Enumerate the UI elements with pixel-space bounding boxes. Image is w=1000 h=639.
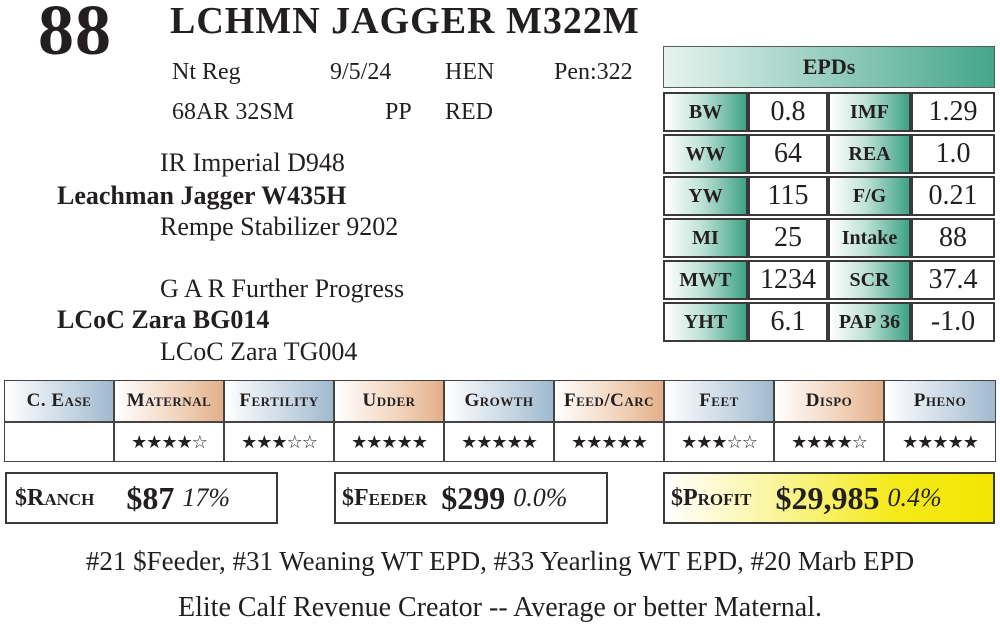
trait-stars-growth: ★★★★★ — [444, 422, 554, 462]
animal-name: LCHMN JAGGER M322M — [170, 0, 640, 42]
ranch-label: $Ranch — [15, 484, 95, 511]
epd-value-yht: 6.1 — [748, 302, 828, 342]
epd-value-yw: 115 — [748, 176, 828, 216]
feeder-percentile: 0.0% — [513, 483, 568, 512]
trait-header-pheno: Pheno — [884, 380, 996, 422]
epd-label-scr: SCR — [828, 260, 911, 300]
pedigree-sire-dam: Rempe Stabilizer 9202 — [160, 212, 399, 241]
epd-value-mwt: 1234 — [748, 260, 828, 300]
epd-value-pap: -1.0 — [911, 302, 995, 342]
epd-value-bw: 0.8 — [748, 92, 828, 132]
birth-date: 9/5/24 — [330, 59, 392, 85]
epd-label-bw: BW — [663, 92, 748, 132]
profit-label: $Profit — [671, 484, 752, 511]
epd-value-mi: 25 — [748, 218, 828, 258]
polled-status: PP — [385, 99, 412, 125]
trait-header-calving-ease: C. Ease — [4, 380, 114, 422]
profit-amount: $29,985 — [775, 479, 880, 516]
trait-header-maternal: Maternal — [114, 380, 224, 422]
epd-label-mi: MI — [663, 218, 748, 258]
epd-label-imf: IMF — [828, 92, 911, 132]
profit-index-box: $Profit $29,985 0.4% — [663, 472, 995, 524]
trait-header-feed-carc: Feed/Carc — [554, 380, 664, 422]
trait-header-feet: Feet — [664, 380, 774, 422]
trait-header-fertility: Fertility — [224, 380, 334, 422]
lot-number: 88 — [38, 0, 112, 70]
epd-label-rea: REA — [828, 134, 911, 174]
comment-note: Elite Calf Revenue Creator -- Average or… — [178, 592, 822, 623]
pen-number: Pen:322 — [554, 59, 633, 85]
epd-label-mwt: MWT — [663, 260, 748, 300]
epd-label-fg: F/G — [828, 176, 911, 216]
trait-stars-pheno: ★★★★★ — [884, 422, 996, 462]
feeder-amount: $299 — [441, 479, 506, 516]
pedigree-dam-dam: LCoC Zara TG004 — [160, 337, 358, 366]
trait-stars-maternal: ★★★★☆ — [114, 422, 224, 462]
epd-value-ww: 64 — [748, 134, 828, 174]
trait-stars-calving-ease — [4, 422, 114, 462]
trait-ratings-table: C. Ease Maternal Fertility Udder Growth … — [4, 380, 996, 462]
pedigree-dam-sire: G A R Further Progress — [160, 274, 405, 303]
rankings-note: #21 $Feeder, #31 Weaning WT EPD, #33 Yea… — [85, 546, 915, 576]
feeder-label: $Feeder — [342, 484, 428, 511]
epd-value-rea: 1.0 — [911, 134, 995, 174]
pedigree-sire-sire: IR Imperial D948 — [160, 148, 345, 177]
trait-stars-feet: ★★★☆☆ — [664, 422, 774, 462]
epd-label-yht: YHT — [663, 302, 748, 342]
trait-stars-fertility: ★★★☆☆ — [224, 422, 334, 462]
epd-panel: EPDs BW 0.8 IMF 1.29 WW 64 REA 1.0 YW 11… — [663, 46, 995, 342]
epd-label-ww: WW — [663, 134, 748, 174]
epd-value-intake: 88 — [911, 218, 995, 258]
ranch-index-box: $Ranch $87 17% — [5, 472, 278, 524]
epd-title: EPDs — [663, 46, 995, 88]
trait-header-dispo: Dispo — [774, 380, 884, 422]
epd-label-intake: Intake — [828, 218, 911, 258]
trait-stars-dispo: ★★★★☆ — [774, 422, 884, 462]
epd-label-pap: PAP 36 — [828, 302, 911, 342]
tag-code: HEN — [445, 59, 495, 85]
ranch-amount: $87 — [126, 479, 175, 516]
epd-value-scr: 37.4 — [911, 260, 995, 300]
trait-stars-feed-carc: ★★★★★ — [554, 422, 664, 462]
color: RED — [445, 99, 493, 125]
trait-stars-udder: ★★★★★ — [334, 422, 444, 462]
feeder-index-box: $Feeder $299 0.0% — [334, 472, 608, 524]
profit-percentile: 0.4% — [887, 483, 942, 512]
registration: Nt Reg — [172, 59, 241, 85]
pedigree-dam: LCoC Zara BG014 — [57, 305, 270, 334]
trait-header-udder: Udder — [334, 380, 444, 422]
epd-value-fg: 0.21 — [911, 176, 995, 216]
tattoo: 68AR 32SM — [172, 99, 295, 125]
trait-header-growth: Growth — [444, 380, 554, 422]
epd-label-yw: YW — [663, 176, 748, 216]
epd-value-imf: 1.29 — [911, 92, 995, 132]
pedigree-sire: Leachman Jagger W435H — [57, 181, 347, 210]
ranch-percentile: 17% — [182, 483, 231, 512]
